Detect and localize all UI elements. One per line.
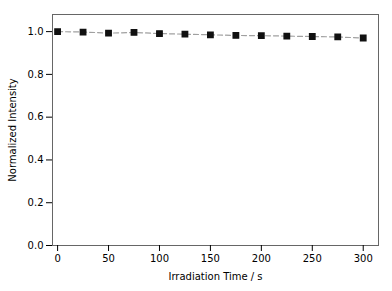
svg-text:200: 200 xyxy=(252,253,271,264)
svg-text:300: 300 xyxy=(354,253,373,264)
svg-text:0.8: 0.8 xyxy=(28,69,44,80)
svg-text:100: 100 xyxy=(150,253,169,264)
svg-text:250: 250 xyxy=(303,253,322,264)
svg-text:0.6: 0.6 xyxy=(28,111,44,122)
svg-text:0.2: 0.2 xyxy=(28,197,44,208)
svg-text:Irradiation Time / s: Irradiation Time / s xyxy=(168,271,262,282)
svg-text:0: 0 xyxy=(54,253,60,264)
svg-text:150: 150 xyxy=(201,253,220,264)
svg-text:0.0: 0.0 xyxy=(28,240,44,251)
svg-text:1.0: 1.0 xyxy=(28,26,44,37)
svg-text:0.4: 0.4 xyxy=(28,154,44,165)
svg-text:Normalized Intensity: Normalized Intensity xyxy=(7,78,18,181)
svg-text:50: 50 xyxy=(102,253,115,264)
